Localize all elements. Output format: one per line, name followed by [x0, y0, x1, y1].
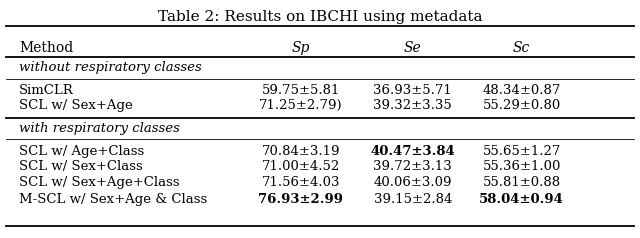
Text: 71.56±4.03: 71.56±4.03 — [262, 176, 340, 188]
Text: SCL w/ Sex+Class: SCL w/ Sex+Class — [19, 160, 143, 173]
Text: Method: Method — [19, 41, 74, 55]
Text: 70.84±3.19: 70.84±3.19 — [262, 145, 340, 158]
Text: 71.25±2.79): 71.25±2.79) — [259, 99, 342, 112]
Text: 59.75±5.81: 59.75±5.81 — [262, 84, 340, 97]
Text: 55.29±0.80: 55.29±0.80 — [483, 99, 561, 112]
Text: 55.81±0.88: 55.81±0.88 — [483, 176, 561, 188]
Text: 76.93±2.99: 76.93±2.99 — [259, 193, 343, 206]
Text: 48.34±0.87: 48.34±0.87 — [483, 84, 561, 97]
Text: 71.00±4.52: 71.00±4.52 — [262, 160, 340, 173]
Text: 58.04±0.94: 58.04±0.94 — [479, 193, 564, 206]
Text: 39.72±3.13: 39.72±3.13 — [373, 160, 452, 173]
Text: 39.15±2.84: 39.15±2.84 — [374, 193, 452, 206]
Text: SCL w/ Age+Class: SCL w/ Age+Class — [19, 145, 145, 158]
Text: Sp: Sp — [292, 41, 310, 55]
Text: 36.93±5.71: 36.93±5.71 — [373, 84, 452, 97]
Text: M-SCL w/ Sex+Age & Class: M-SCL w/ Sex+Age & Class — [19, 193, 207, 206]
Text: 40.06±3.09: 40.06±3.09 — [374, 176, 452, 188]
Text: Sc: Sc — [513, 41, 530, 55]
Text: with respiratory classes: with respiratory classes — [19, 122, 180, 135]
Text: SimCLR: SimCLR — [19, 84, 74, 97]
Text: 55.65±1.27: 55.65±1.27 — [483, 145, 561, 158]
Text: Se: Se — [404, 41, 422, 55]
Text: SCL w/ Sex+Age+Class: SCL w/ Sex+Age+Class — [19, 176, 180, 188]
Text: without respiratory classes: without respiratory classes — [19, 61, 202, 74]
Text: SCL w/ Sex+Age: SCL w/ Sex+Age — [19, 99, 133, 112]
Text: 39.32±3.35: 39.32±3.35 — [373, 99, 452, 112]
Text: 40.47±3.84: 40.47±3.84 — [371, 145, 455, 158]
Text: 55.36±1.00: 55.36±1.00 — [483, 160, 561, 173]
Text: Table 2: Results on IBCHI using metadata: Table 2: Results on IBCHI using metadata — [157, 10, 483, 24]
